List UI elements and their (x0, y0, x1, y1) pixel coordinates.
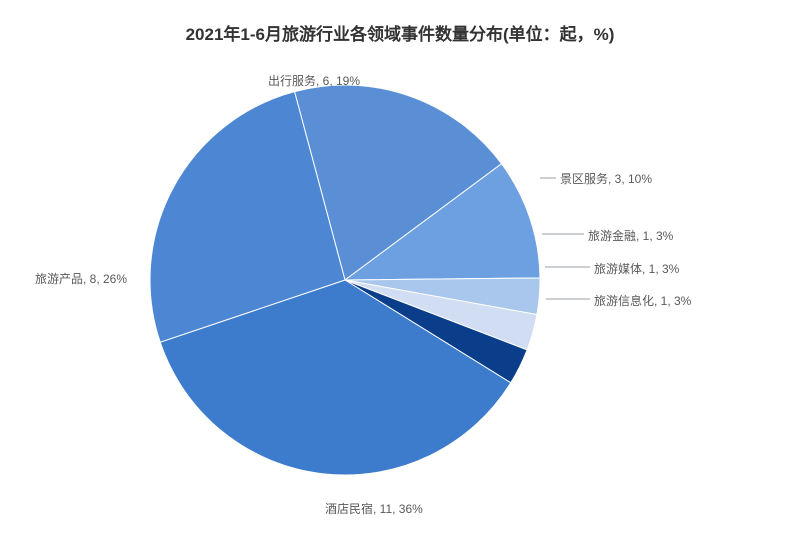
slice-label: 旅游信息化, 1, 3% (594, 292, 691, 309)
slice-label: 景区服务, 3, 10% (560, 170, 652, 187)
pie-chart-container: 2021年1-6月旅游行业各领域事件数量分布(单位：起，%) 出行服务, 6, … (0, 0, 800, 533)
slice-label: 旅游产品, 8, 26% (35, 270, 127, 287)
chart-title: 2021年1-6月旅游行业各领域事件数量分布(单位：起，%) (0, 20, 800, 45)
slice-label: 旅游金融, 1, 3% (588, 227, 673, 244)
slice-label: 出行服务, 6, 19% (268, 72, 360, 89)
slice-label: 酒店民宿, 11, 36% (325, 500, 423, 517)
slice-label: 旅游媒体, 1, 3% (594, 260, 679, 277)
pie-svg (150, 65, 540, 495)
